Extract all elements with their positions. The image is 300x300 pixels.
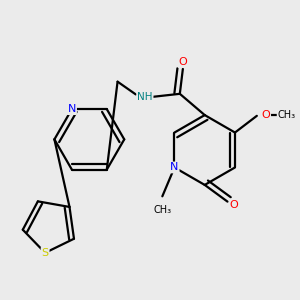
Text: CH₃: CH₃ [278,110,296,120]
Text: NH: NH [137,92,153,102]
Text: N: N [68,104,76,114]
Text: O: O [230,200,239,210]
Text: CH₃: CH₃ [153,205,171,215]
Text: O: O [178,57,187,67]
Text: N: N [170,163,179,172]
Text: O: O [261,110,270,120]
Text: S: S [41,248,49,258]
